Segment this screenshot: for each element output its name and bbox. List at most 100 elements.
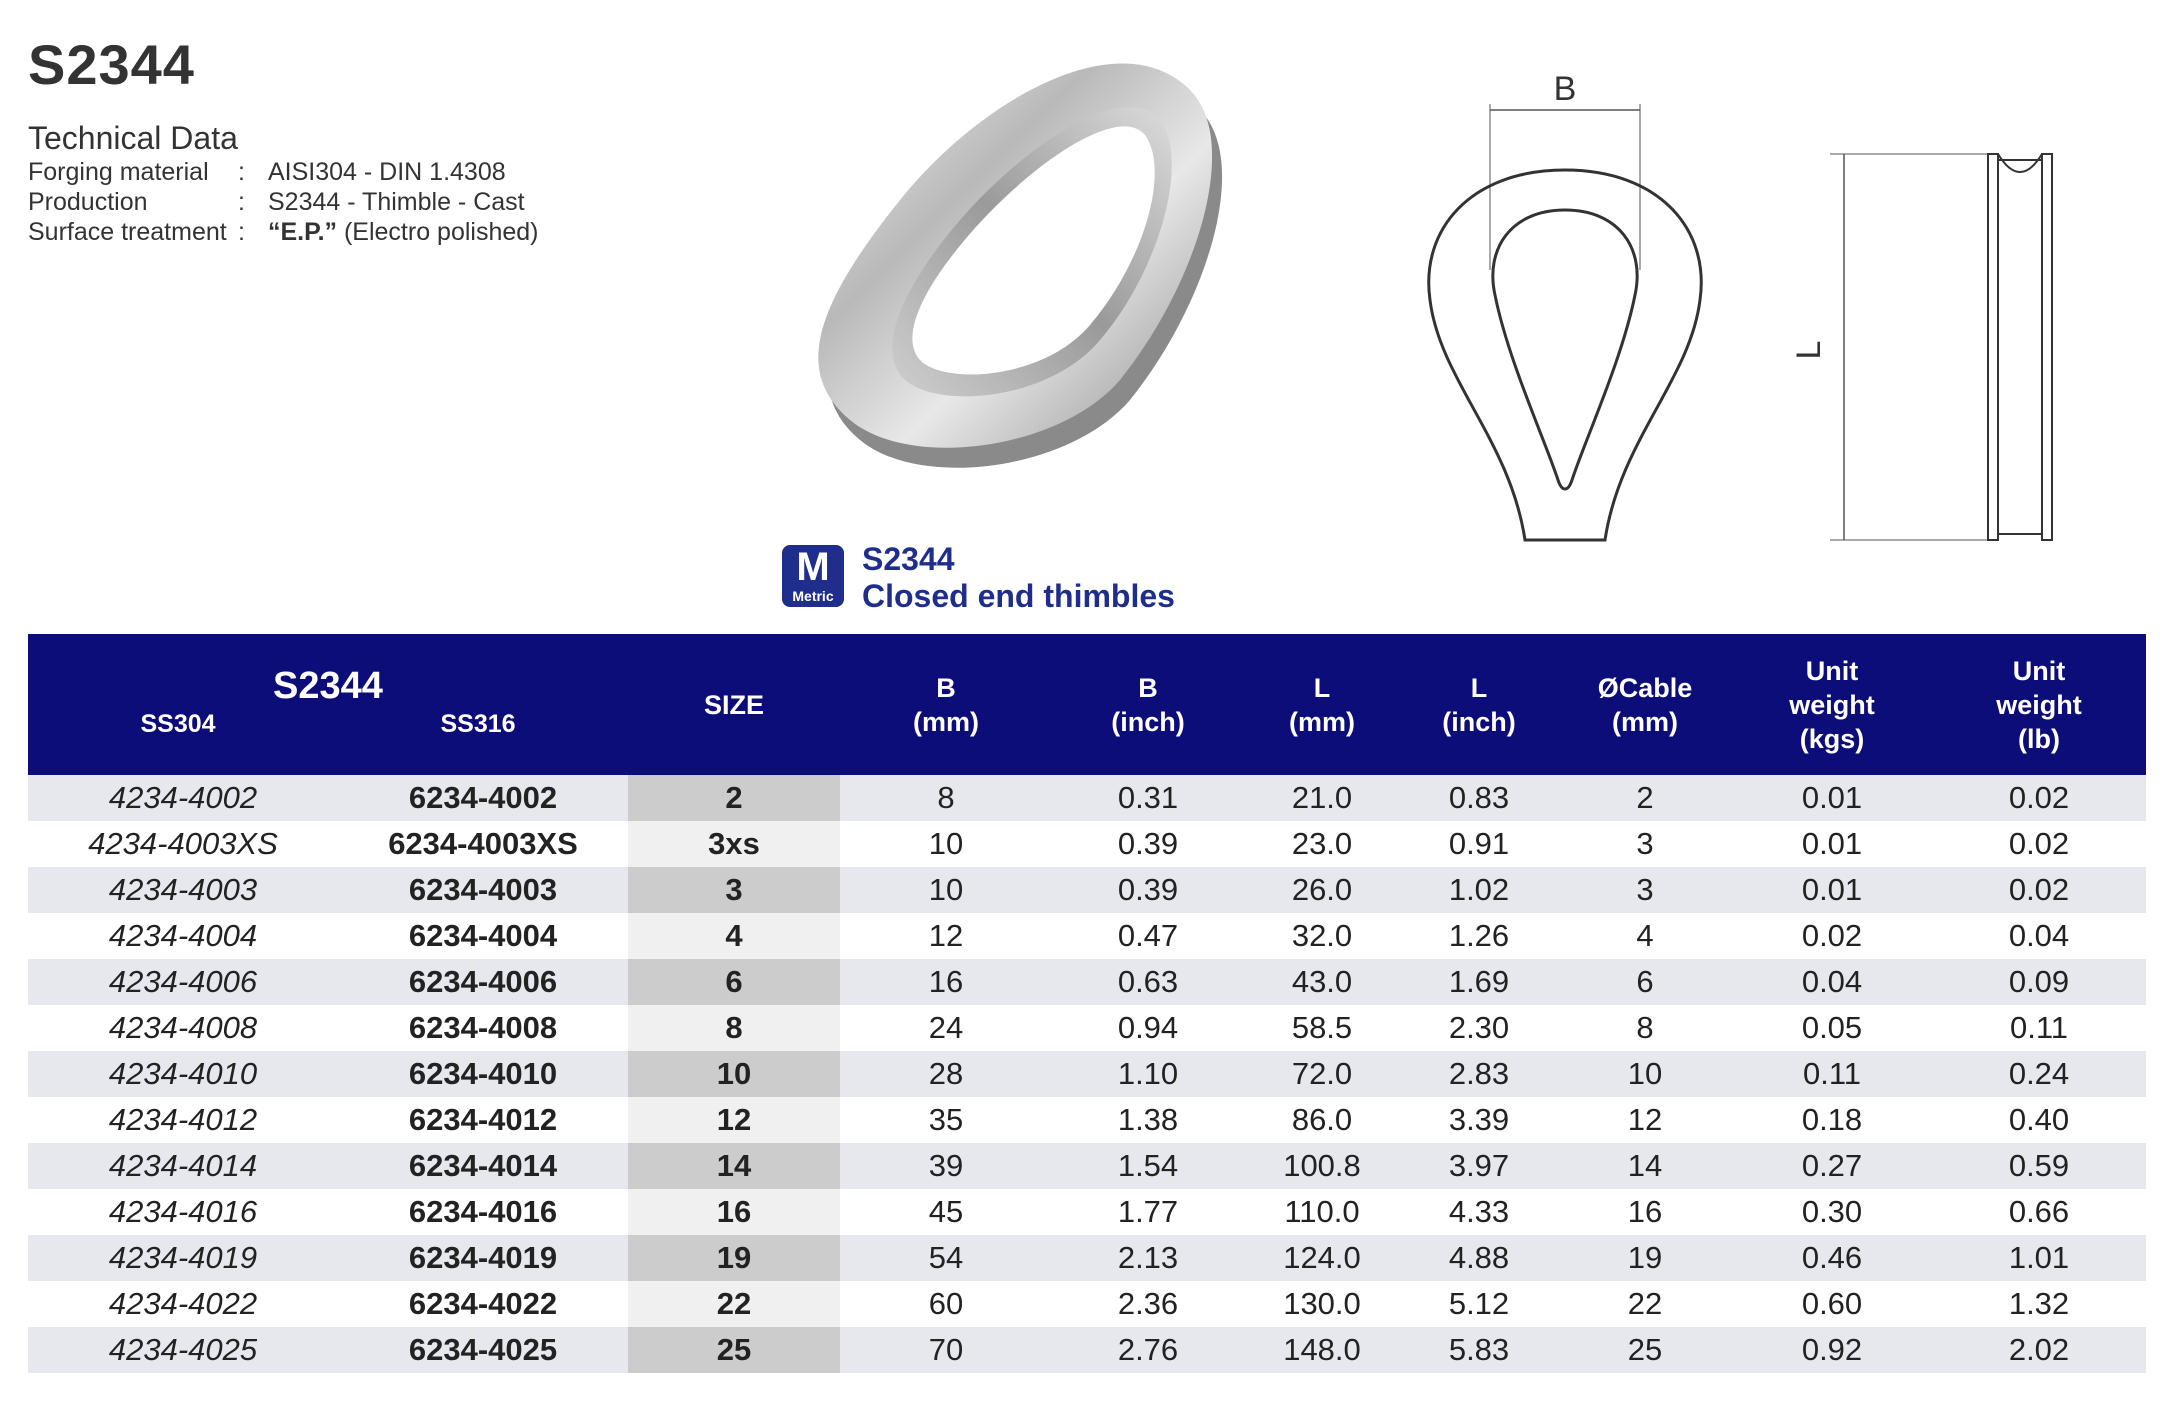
cell-l-inch: 3.39 <box>1400 1097 1558 1143</box>
cell-weight-kgs: 0.60 <box>1732 1281 1932 1327</box>
cell-b-mm: 10 <box>840 867 1052 913</box>
cell-b-inch: 2.13 <box>1052 1235 1244 1281</box>
cell-cable: 3 <box>1558 867 1732 913</box>
header-line: (mm) <box>913 706 979 737</box>
header-size: SIZE <box>628 634 840 775</box>
cell-size: 3 <box>628 867 840 913</box>
cell-b-mm: 8 <box>840 775 1052 821</box>
cell-cable: 25 <box>1558 1327 1732 1373</box>
cell-l-mm: 100.8 <box>1244 1143 1400 1189</box>
spec-value-ep: “E.P.” <box>268 218 338 246</box>
cell-b-inch: 1.77 <box>1052 1189 1244 1235</box>
cell-weight-lb: 2.02 <box>1932 1327 2146 1373</box>
cell-b-inch: 0.31 <box>1052 775 1244 821</box>
cell-weight-lb: 0.02 <box>1932 867 2146 913</box>
cell-weight-kgs: 0.46 <box>1732 1235 1932 1281</box>
header-b-mm: B (mm) <box>840 634 1052 775</box>
cell-cable: 2 <box>1558 775 1732 821</box>
cell-b-mm: 24 <box>840 1005 1052 1051</box>
cell-b-inch: 0.39 <box>1052 867 1244 913</box>
spec-label: Surface treatment <box>28 218 227 246</box>
cell-weight-kgs: 0.18 <box>1732 1097 1932 1143</box>
cell-weight-lb: 0.02 <box>1932 821 2146 867</box>
product-name: Closed end thimbles <box>862 578 1175 614</box>
spec-production: Production : S2344 - Thimble - Cast <box>28 188 525 217</box>
cell-weight-kgs: 0.04 <box>1732 959 1932 1005</box>
cell-b-mm: 45 <box>840 1189 1052 1235</box>
header-line: L <box>1470 672 1488 703</box>
table-row: 4234-4019 6234-4019 19 54 2.13 124.0 4.88 19 0.4… <box>28 1235 2146 1281</box>
cell-b-mm: 54 <box>840 1235 1052 1281</box>
header-l-mm: L (mm) <box>1244 634 1400 775</box>
cell-b-mm: 70 <box>840 1327 1052 1373</box>
cell-size: 8 <box>628 1005 840 1051</box>
header-group-title: S2344 <box>273 664 383 707</box>
specification-table: S2344 SS304 SS316 SIZE B (mm) B (inch) L (m… <box>28 634 2146 1373</box>
cell-ss316: 6234-4008 <box>338 1005 628 1051</box>
cell-ss316: 6234-4006 <box>338 959 628 1005</box>
cell-ss304: 4234-4022 <box>28 1281 338 1327</box>
cell-b-mm: 39 <box>840 1143 1052 1189</box>
cell-l-inch: 1.26 <box>1400 913 1558 959</box>
cell-weight-kgs: 0.05 <box>1732 1005 1932 1051</box>
cell-cable: 16 <box>1558 1189 1732 1235</box>
header-line: (mm) <box>1289 706 1355 737</box>
cell-l-inch: 0.83 <box>1400 775 1558 821</box>
cell-cable: 14 <box>1558 1143 1732 1189</box>
table-row: 4234-4025 6234-4025 25 70 2.76 148.0 5.83 25 0.9… <box>28 1327 2146 1373</box>
cell-cable: 3 <box>1558 821 1732 867</box>
cell-l-mm: 43.0 <box>1244 959 1400 1005</box>
header-line: Unit <box>2012 655 2066 686</box>
spec-label: Production <box>28 188 148 216</box>
cell-ss316: 6234-4012 <box>338 1097 628 1143</box>
metric-badge: M Metric <box>782 545 844 607</box>
side-view-drawing: L <box>1790 153 2053 541</box>
cell-ss304: 4234-4006 <box>28 959 338 1005</box>
cell-b-inch: 1.38 <box>1052 1097 1244 1143</box>
cell-weight-lb: 1.01 <box>1932 1235 2146 1281</box>
cell-l-mm: 130.0 <box>1244 1281 1400 1327</box>
front-view-drawing: B <box>1427 70 1703 542</box>
spec-colon: : <box>238 218 245 246</box>
header-line: (mm) <box>1612 706 1678 737</box>
cell-b-mm: 10 <box>840 821 1052 867</box>
cell-b-inch: 0.63 <box>1052 959 1244 1005</box>
table-row: 4234-4004 6234-4004 4 12 0.47 32.0 1.26 4 0.02 0.… <box>28 913 2146 959</box>
cell-ss316: 6234-4019 <box>338 1235 628 1281</box>
cell-cable: 8 <box>1558 1005 1732 1051</box>
cell-l-mm: 23.0 <box>1244 821 1400 867</box>
header-line: (inch) <box>1442 706 1516 737</box>
cell-l-mm: 72.0 <box>1244 1051 1400 1097</box>
metric-badge-letter: M <box>796 545 830 589</box>
header-size-label: SIZE <box>703 689 764 720</box>
cell-ss304: 4234-4016 <box>28 1189 338 1235</box>
table-row: 4234-4016 6234-4016 16 45 1.77 110.0 4.33 16 0.3… <box>28 1189 2146 1235</box>
header-line: ØCable <box>1597 672 1693 703</box>
cell-size: 25 <box>628 1327 840 1373</box>
cell-b-inch: 2.76 <box>1052 1327 1244 1373</box>
header-ss304: SS304 <box>140 709 216 738</box>
cell-ss304: 4234-4002 <box>28 775 338 821</box>
cell-l-mm: 21.0 <box>1244 775 1400 821</box>
dimension-b-label: B <box>1554 70 1577 108</box>
cell-l-mm: 110.0 <box>1244 1189 1400 1235</box>
cell-l-inch: 2.30 <box>1400 1005 1558 1051</box>
cell-weight-lb: 0.24 <box>1932 1051 2146 1097</box>
cell-weight-lb: 1.32 <box>1932 1281 2146 1327</box>
cell-l-inch: 4.88 <box>1400 1235 1558 1281</box>
technical-data-heading: Technical Data <box>28 120 238 156</box>
cell-size: 14 <box>628 1143 840 1189</box>
cell-size: 6 <box>628 959 840 1005</box>
cell-b-inch: 2.36 <box>1052 1281 1244 1327</box>
cell-l-inch: 0.91 <box>1400 821 1558 867</box>
cell-weight-kgs: 0.11 <box>1732 1051 1932 1097</box>
cell-ss316: 6234-4016 <box>338 1189 628 1235</box>
cell-size: 22 <box>628 1281 840 1327</box>
header-line: Unit <box>1805 655 1859 686</box>
cell-l-mm: 148.0 <box>1244 1327 1400 1373</box>
cell-cable: 4 <box>1558 913 1732 959</box>
cell-size: 2 <box>628 775 840 821</box>
cell-weight-lb: 0.11 <box>1932 1005 2146 1051</box>
cell-l-mm: 26.0 <box>1244 867 1400 913</box>
cell-b-mm: 60 <box>840 1281 1052 1327</box>
